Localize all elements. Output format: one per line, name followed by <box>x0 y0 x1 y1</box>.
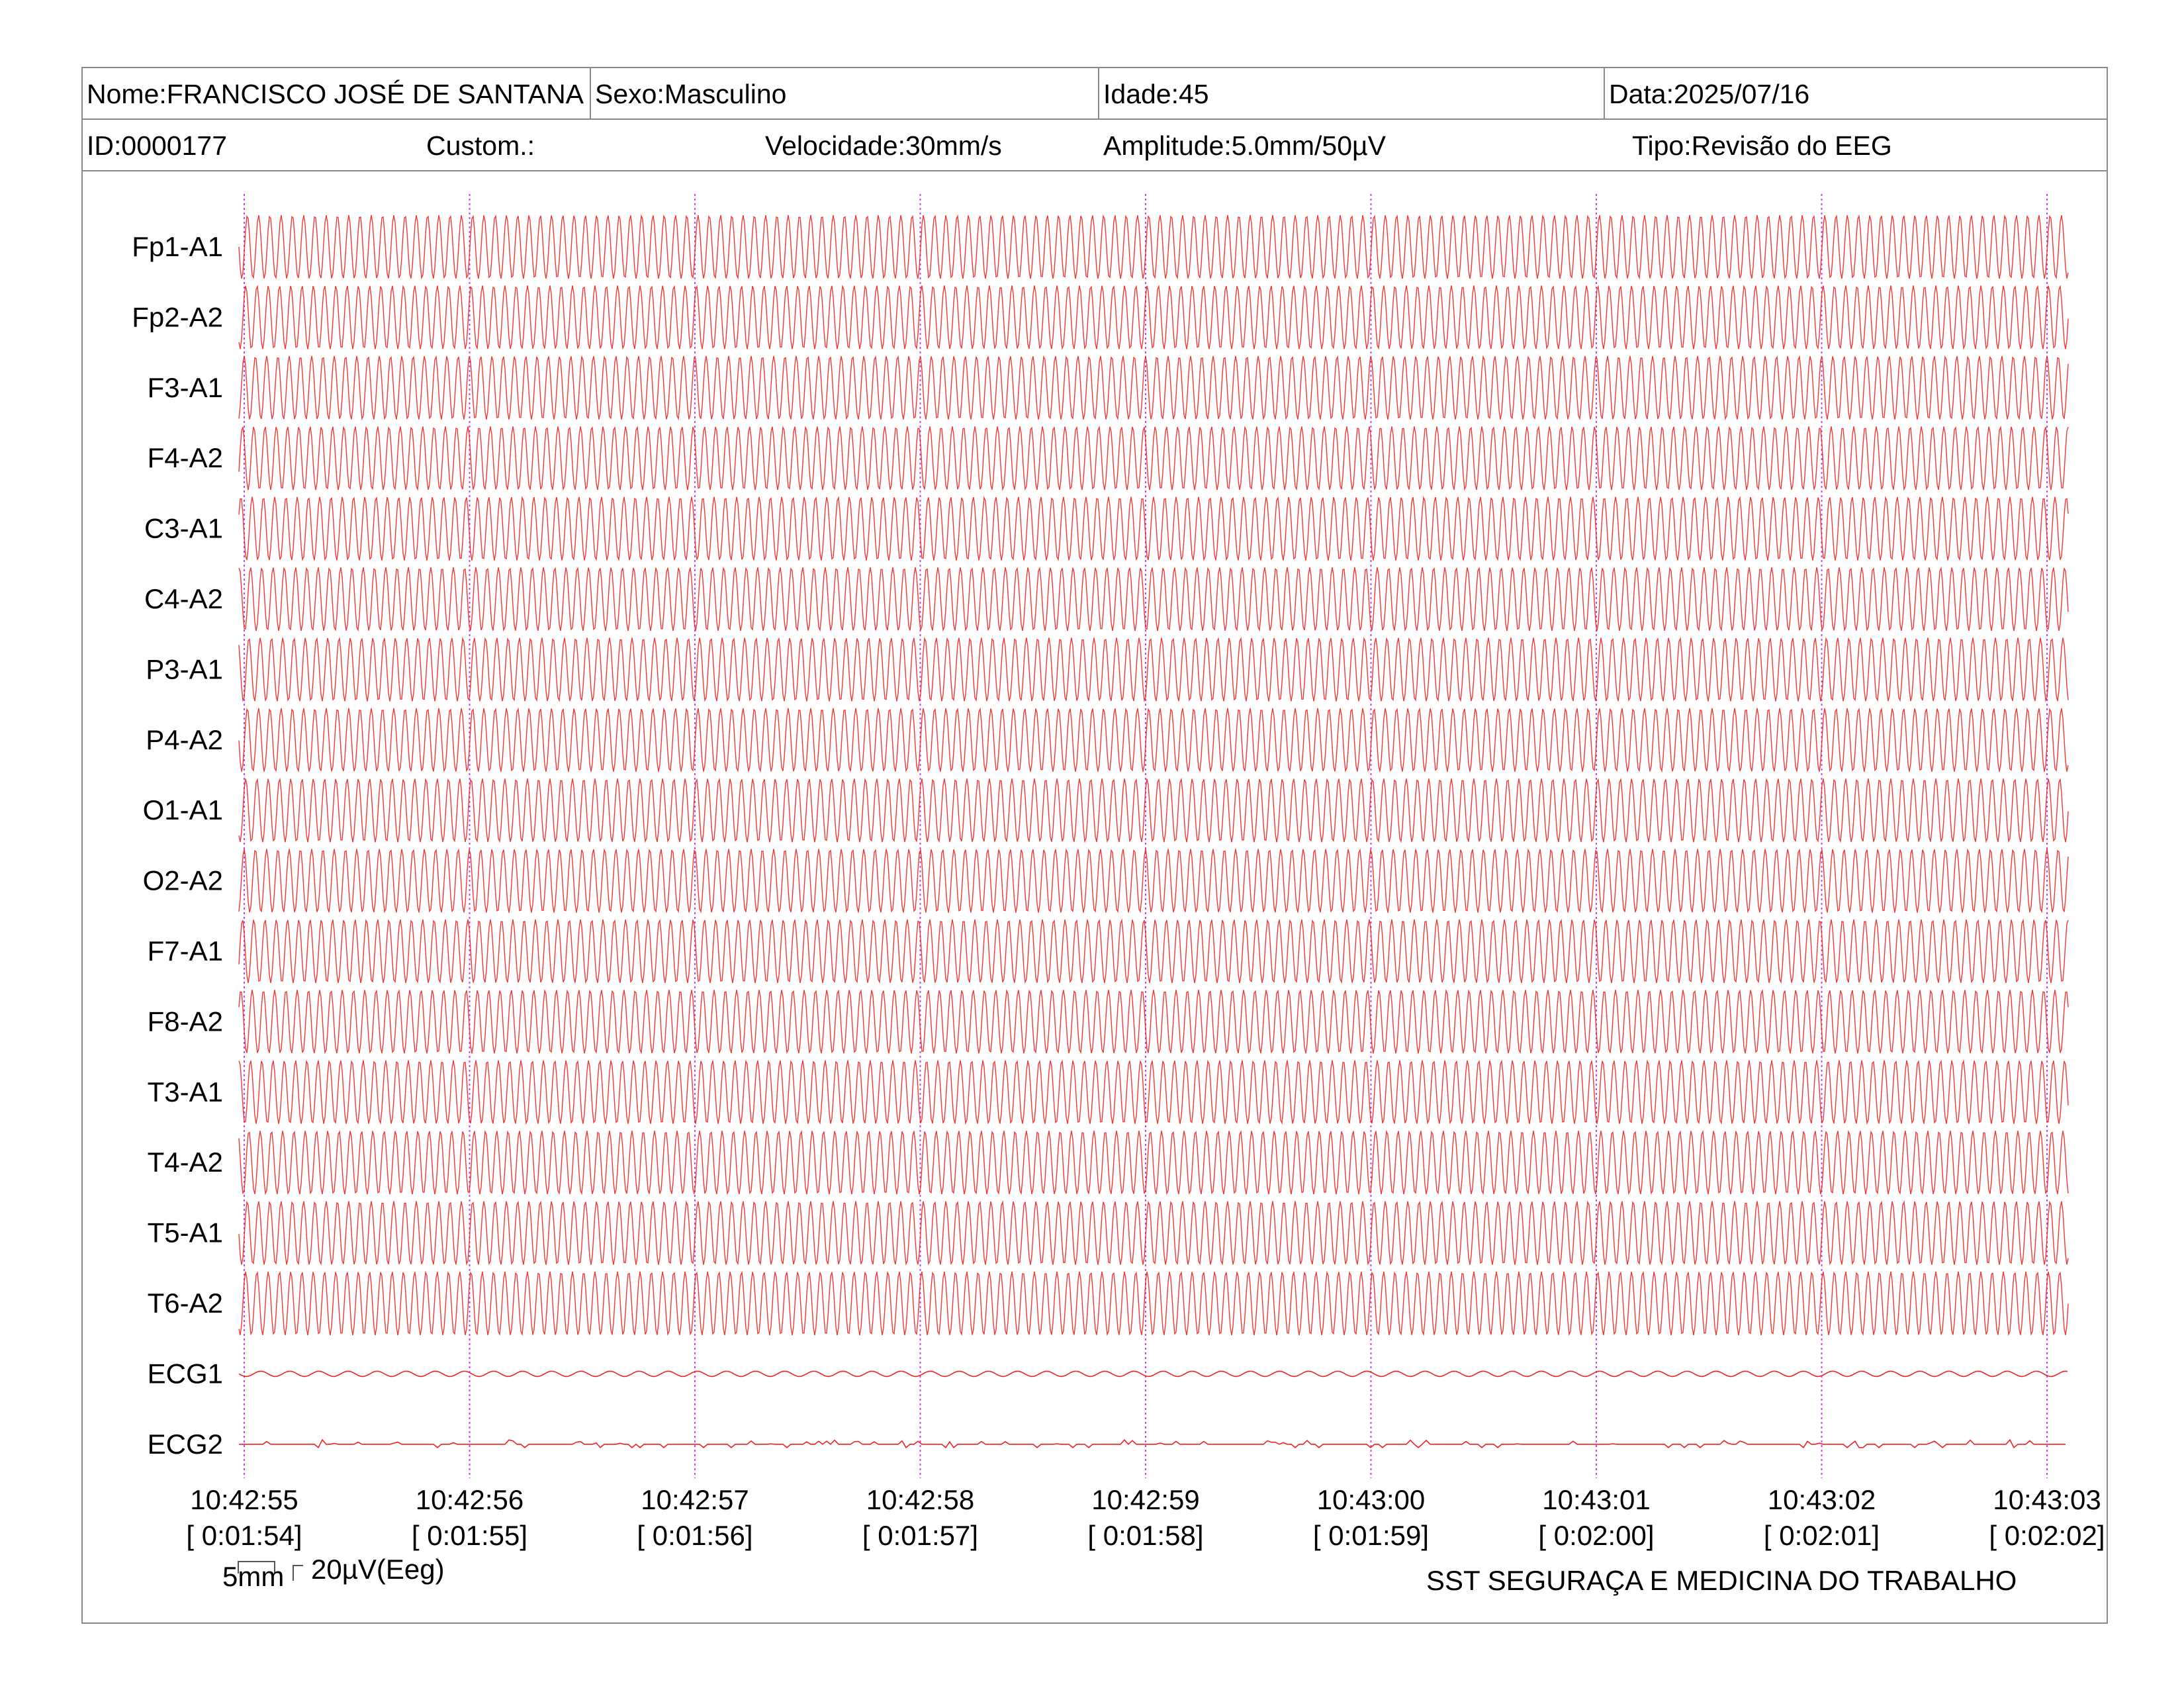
patient-age: Idade:45 <box>1099 68 1605 118</box>
tick-clock-label: 10:43:00 <box>1317 1484 1426 1515</box>
amplitude-setting: Amplitude:5.0mm/50µV <box>1103 130 1386 161</box>
trace-eeg-channel <box>238 636 2069 702</box>
trace-ecg1 <box>238 1370 2068 1378</box>
tick-elapsed-label: [ 0:01:58] <box>1087 1520 1203 1551</box>
tick-clock-label: 10:42:55 <box>190 1484 298 1515</box>
tick-clock-label: 10:43:02 <box>1768 1484 1876 1515</box>
channel-labels: Fp1-A1 Fp2-A2 F3-A1 F4-A2 C3-A1 C4-A2 P3-A1 P4-… <box>132 231 223 1460</box>
channel-label: C3-A1 <box>144 513 223 544</box>
header-row-exam: ID:0000177 Custom.: Velocidade:30mm/s Am… <box>83 120 2107 171</box>
exam-date: Data:2025/07/16 <box>1609 79 1810 109</box>
channel-label: O1-A1 <box>143 794 223 825</box>
patient-sex: Sexo:Masculino <box>591 68 1099 118</box>
channel-label: T4-A2 <box>148 1147 223 1178</box>
tick-elapsed-label: [ 0:02:01] <box>1764 1520 1880 1551</box>
tick-clock-label: 10:43:01 <box>1542 1484 1651 1515</box>
trace-eeg-channel <box>238 566 2069 632</box>
channel-label: C4-A2 <box>144 583 223 614</box>
channel-label: T5-A1 <box>148 1217 223 1248</box>
channel-label: ECG2 <box>148 1429 223 1460</box>
tick-clock-label: 10:42:56 <box>416 1484 524 1515</box>
exam-type: Tipo:Revisão do EEG <box>1632 130 1892 161</box>
channel-label: F7-A1 <box>148 935 223 966</box>
tick-clock-label: 10:42:59 <box>1091 1484 1200 1515</box>
trace-eeg-channel <box>238 1129 2069 1196</box>
trace-ecg2 <box>239 1438 2066 1449</box>
channel-label: F3-A1 <box>148 372 223 403</box>
trace-eeg-channel <box>238 1270 2069 1336</box>
trace-eeg-channel <box>238 355 2069 421</box>
trace-eeg-channel <box>238 707 2069 773</box>
scale-bar <box>238 1561 303 1581</box>
trace-eeg-channel <box>238 496 2069 561</box>
trace-eeg-channel <box>238 214 2069 280</box>
header-row-patient: Nome:FRANCISCO JOSÉ DE SANTANA Sexo:Masc… <box>83 68 2107 120</box>
patient-id: ID:0000177 <box>87 130 228 161</box>
tick-elapsed-label: [ 0:01:57] <box>862 1520 978 1551</box>
trace-eeg-channel <box>238 777 2069 843</box>
trace-eeg-channel <box>238 1059 2069 1125</box>
channel-label: Fp1-A1 <box>132 231 223 262</box>
channel-label: Fp2-A2 <box>132 301 223 332</box>
time-tick-labels: 10:42:55 [ 0:01:54] 10:42:56 [ 0:01:55] 10:4… <box>186 1484 2105 1551</box>
eeg-report: Nome:FRANCISCO JOSÉ DE SANTANA Sexo:Masc… <box>81 67 2108 1624</box>
patient-name: Nome:FRANCISCO JOSÉ DE SANTANA <box>83 68 591 118</box>
channel-label: F8-A2 <box>148 1006 223 1037</box>
trace-eeg-channel <box>238 1200 2069 1266</box>
tick-elapsed-label: [ 0:01:54] <box>186 1520 302 1551</box>
tick-clock-label: 10:42:57 <box>641 1484 749 1515</box>
company-name: SST SEGURAÇA E MEDICINA DO TRABALHO <box>1426 1565 2017 1596</box>
trace-eeg-channel <box>238 425 2069 491</box>
tick-elapsed-label: [ 0:01:59] <box>1313 1520 1429 1551</box>
channel-label: T3-A1 <box>148 1076 223 1107</box>
tick-elapsed-label: [ 0:02:02] <box>1989 1520 2105 1551</box>
channel-label: T6-A2 <box>148 1288 223 1319</box>
tick-clock-label: 10:43:03 <box>1993 1484 2101 1515</box>
trace-eeg-channel <box>238 988 2069 1055</box>
trace-eeg-channel <box>238 848 2069 914</box>
custom-field: Custom.: <box>426 130 535 161</box>
trace-eeg-channel <box>238 285 2069 350</box>
eeg-traces <box>238 214 2069 1449</box>
tick-elapsed-label: [ 0:01:56] <box>637 1520 752 1551</box>
time-gridlines <box>244 194 2048 1478</box>
channel-label: ECG1 <box>148 1358 223 1389</box>
channel-label: P4-A2 <box>146 724 223 755</box>
trace-eeg-channel <box>238 918 2069 984</box>
channel-label: O2-A2 <box>143 865 223 896</box>
channel-label: F4-A2 <box>148 442 223 473</box>
eeg-chart: Fp1-A1 Fp2-A2 F3-A1 F4-A2 C3-A1 C4-A2 P3-A1 P4-… <box>132 194 2105 1581</box>
channel-label: P3-A1 <box>146 653 223 684</box>
tick-elapsed-label: [ 0:01:55] <box>412 1520 527 1551</box>
tick-elapsed-label: [ 0:02:00] <box>1538 1520 1654 1551</box>
scale-amplitude-label: 20µV(Eeg) <box>311 1554 445 1585</box>
paper-speed: Velocidade:30mm/s <box>765 130 1002 161</box>
tick-clock-label: 10:42:58 <box>866 1484 975 1515</box>
scale-time-label: 5mm <box>222 1561 285 1592</box>
